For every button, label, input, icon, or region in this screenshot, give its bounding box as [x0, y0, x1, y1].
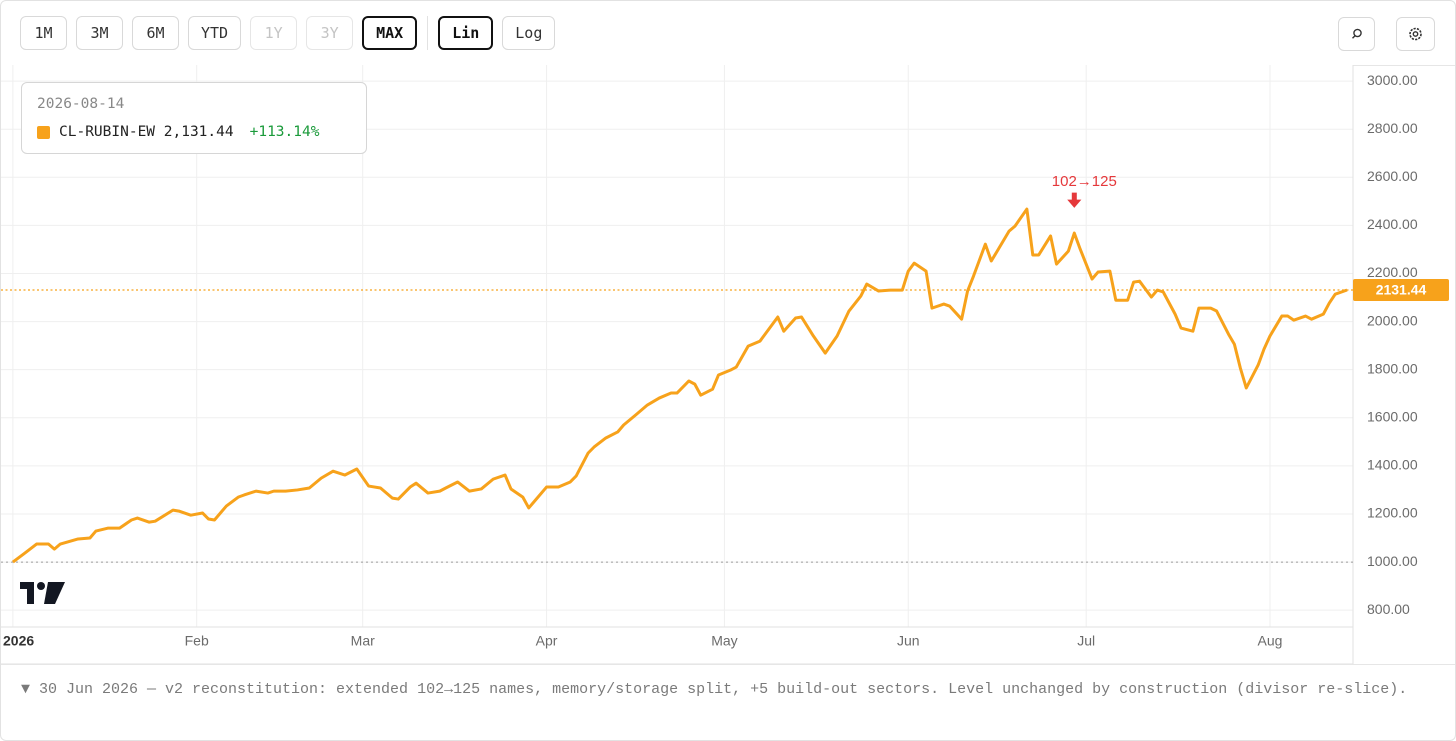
x-tick-label: May — [711, 633, 737, 649]
y-tick-label: 2600.00 — [1367, 168, 1418, 184]
settings-button[interactable] — [1396, 17, 1435, 51]
x-tick-label: Aug — [1258, 633, 1283, 649]
toolbar-button[interactable]: Lin — [438, 16, 494, 50]
toolbar-button[interactable]: 3M — [76, 16, 123, 50]
last-value-box — [1353, 278, 1449, 301]
x-tick-label: Apr — [536, 633, 558, 649]
y-tick-label: 2800.00 — [1367, 120, 1418, 136]
y-tick-label: 2200.00 — [1367, 264, 1418, 280]
toolbar-button[interactable]: 1M — [20, 16, 67, 50]
y-tick-label: 1200.00 — [1367, 505, 1418, 521]
x-tick-label: Jul — [1077, 633, 1095, 649]
toolbar-button[interactable]: Log — [502, 16, 556, 50]
toolbar-button: 1Y — [250, 16, 298, 50]
y-tick-label: 2000.00 — [1367, 312, 1418, 328]
y-tick-label: 1400.00 — [1367, 457, 1418, 473]
toolbar-button: 3Y — [306, 16, 354, 50]
legend-swatch — [37, 125, 50, 139]
plot-area — [1, 65, 1353, 627]
tooltip-change: +113.14% — [249, 124, 320, 140]
x-tick-label: 2026 — [3, 633, 34, 649]
toolbar-button[interactable]: 6M — [132, 16, 179, 50]
last-value-label: 2131.44 — [1376, 282, 1427, 298]
tooltip-value: 2,131.44 — [163, 124, 234, 140]
annotation-label: 102→125 — [1052, 173, 1117, 190]
toolbar: 1M 3M 6M YTD 1Y 3Y MAX Lin Log — [1, 1, 1455, 66]
settings-icon — [1409, 27, 1422, 41]
y-tick-label: 800.00 — [1367, 601, 1410, 617]
toolbar-button[interactable]: MAX — [362, 16, 418, 50]
x-tick-label: Mar — [351, 633, 375, 649]
footnote: ▼ 30 Jun 2026 — v2 reconstitution: exten… — [1, 664, 1455, 740]
x-tick-label: Jun — [897, 633, 920, 649]
chart: 800.00 1000.00 1200.00 1400.00 1600.00 1800.0… — [1, 65, 1449, 664]
search-icon — [1352, 28, 1362, 39]
search-button[interactable] — [1338, 17, 1375, 51]
y-tick-label: 1000.00 — [1367, 553, 1418, 569]
separator — [427, 16, 429, 50]
button-group: 1M 3M 6M YTD 1Y 3Y MAX Lin Log — [20, 16, 556, 50]
tooltip-date: 2026-08-14 — [37, 96, 125, 112]
y-tick-label: 1600.00 — [1367, 408, 1418, 424]
y-tick-label: 1800.00 — [1367, 360, 1418, 376]
y-tick-label: 3000.00 — [1367, 72, 1418, 88]
legend-tooltip: 2026-08-14 CL-RUBIN-EW 2,131.44 +113.14% — [21, 82, 367, 154]
tv-logo — [20, 582, 65, 604]
annotation-arrow — [1067, 192, 1082, 208]
toolbar-button[interactable]: YTD — [188, 16, 242, 50]
tooltip-row: CL-RUBIN-EW 2,131.44 +113.14% — [37, 124, 319, 140]
series-name: CL-RUBIN-EW — [59, 124, 156, 140]
y-tick-label: 2400.00 — [1367, 216, 1418, 232]
x-tick-label: Feb — [185, 633, 209, 649]
series-line — [11, 207, 1348, 564]
